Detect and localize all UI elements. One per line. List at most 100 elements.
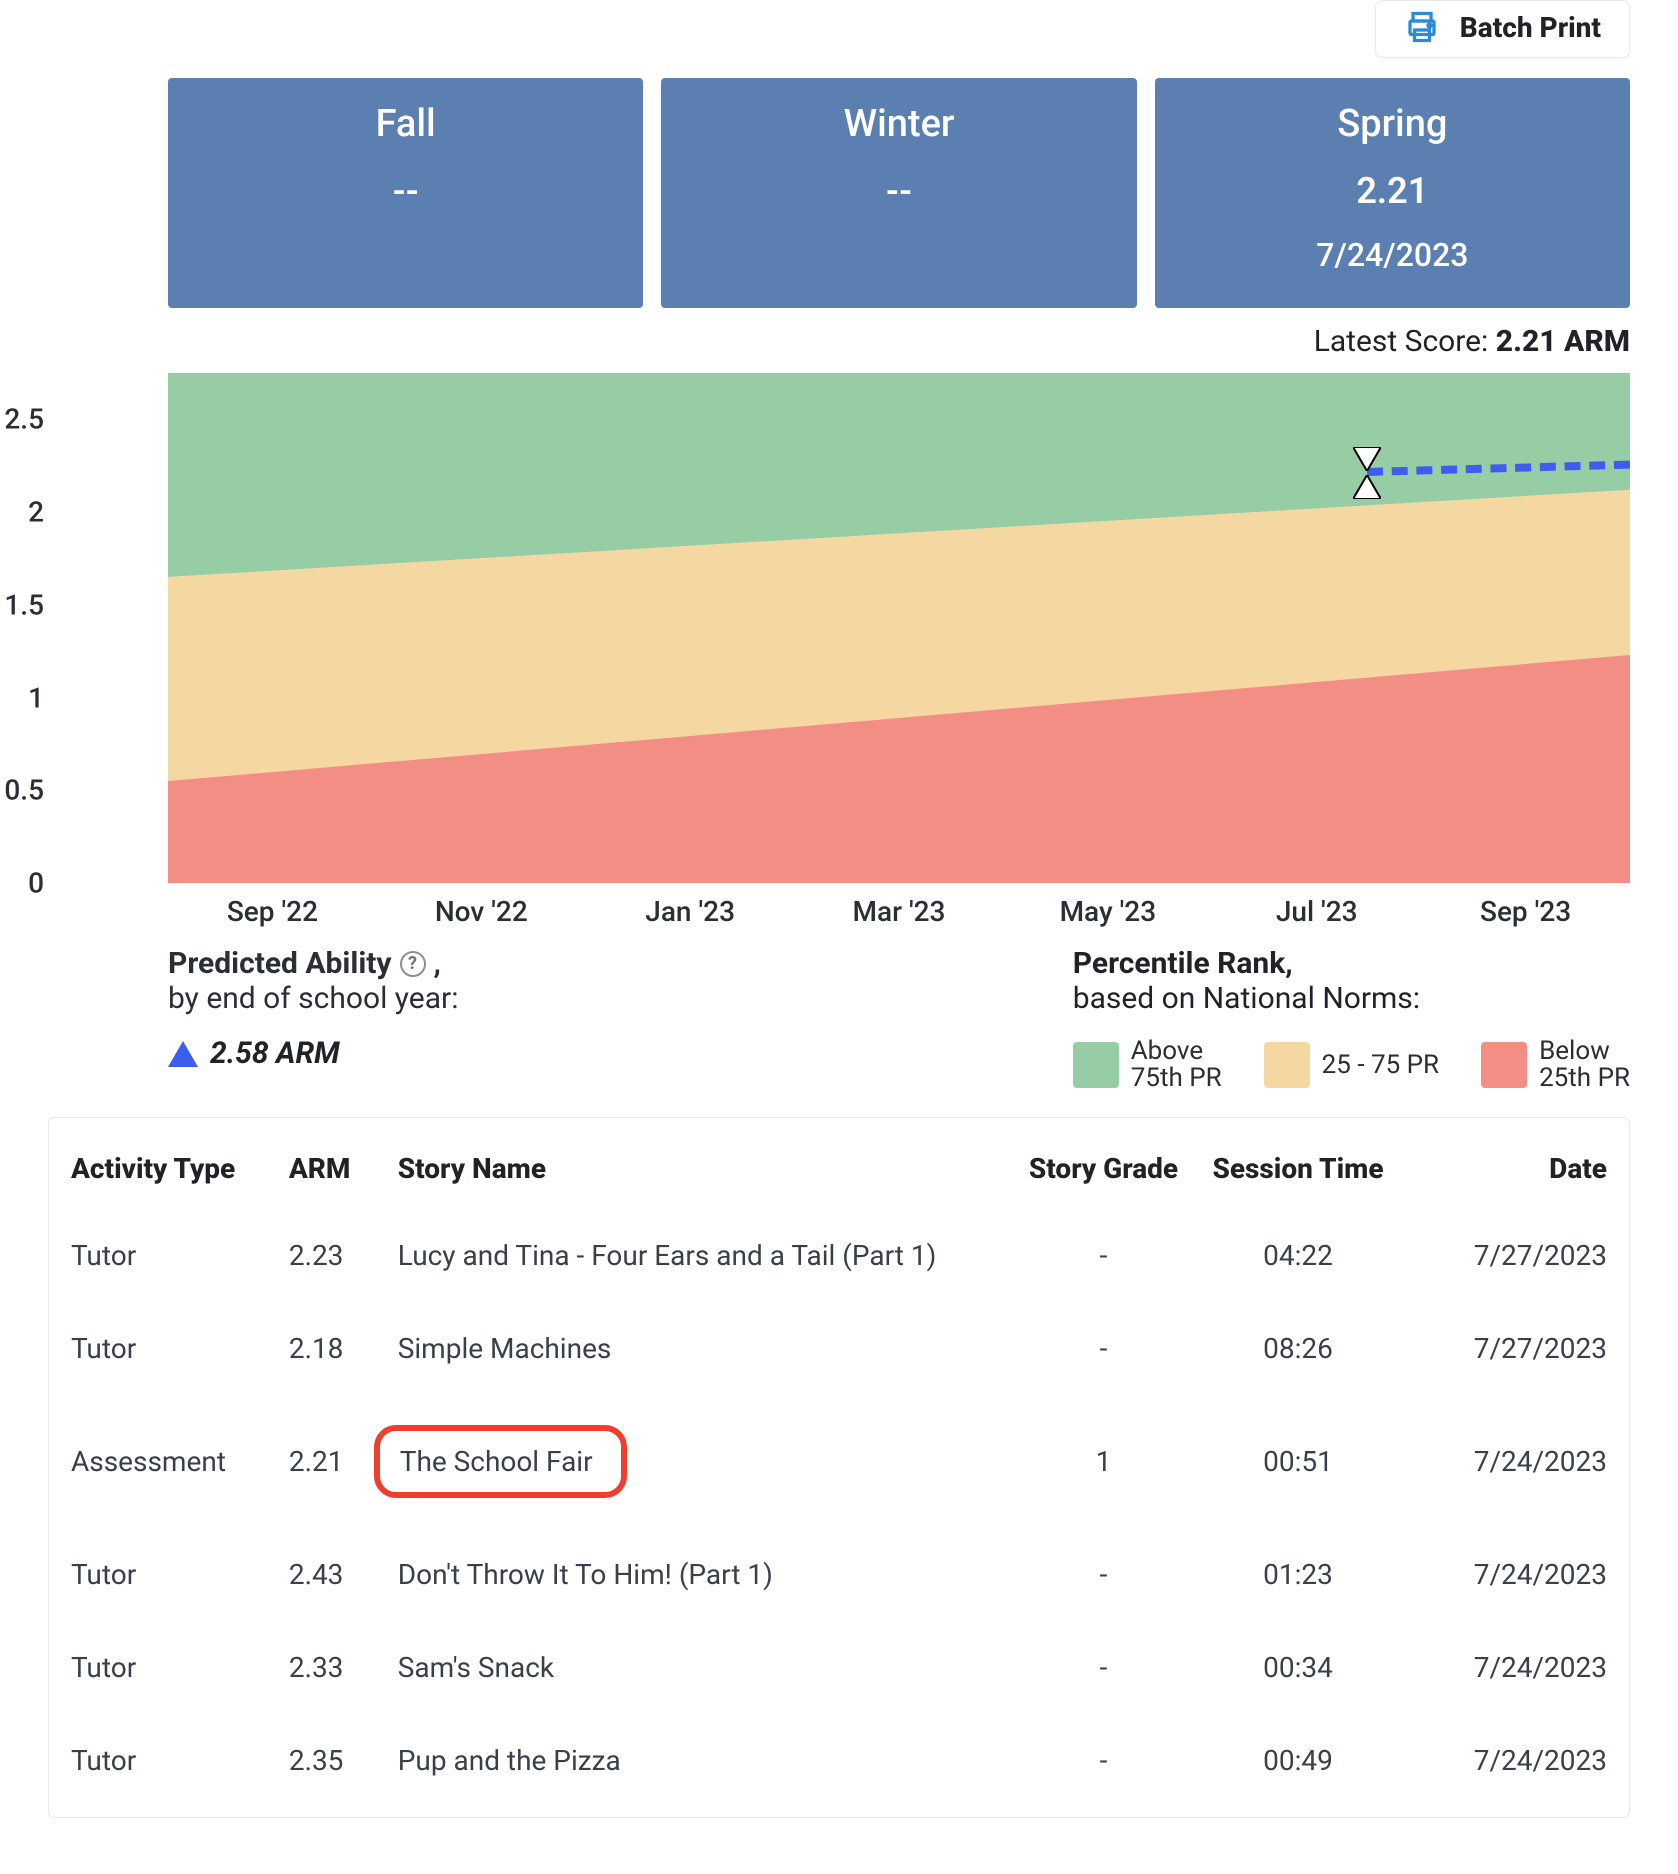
col-activity[interactable]: Activity Type xyxy=(61,1142,279,1209)
help-icon[interactable]: ? xyxy=(400,951,426,977)
y-tick: 0 xyxy=(28,867,44,900)
x-axis: Sep '22Nov '22Jan '23Mar '23May '23Jul '… xyxy=(168,883,1630,928)
cell-activity: Tutor xyxy=(61,1528,279,1621)
predicted-ability-title: Predicted Ability ? , xyxy=(168,946,441,981)
legend-text: Below25th PR xyxy=(1539,1038,1630,1093)
rank-title: Percentile Rank, xyxy=(1073,946,1630,981)
cell-date: 7/24/2023 xyxy=(1399,1395,1617,1528)
cell-grade: - xyxy=(1010,1209,1197,1302)
predicted-ability-label: Predicted Ability xyxy=(168,946,392,981)
season-score: -- xyxy=(886,170,912,212)
cell-time: 04:22 xyxy=(1197,1209,1399,1302)
legend-item: 25 - 75 PR xyxy=(1264,1042,1439,1088)
page-root: Batch Print Fall -- Winter -- Spring 2.2… xyxy=(0,0,1678,1874)
season-score: -- xyxy=(392,170,418,212)
predicted-comma: , xyxy=(434,946,441,981)
chart-bands xyxy=(168,373,1630,883)
cell-activity: Assessment xyxy=(61,1395,279,1528)
legend-swatch xyxy=(1073,1042,1119,1088)
season-name: Winter xyxy=(844,102,955,146)
y-axis: 2.521.510.50 xyxy=(0,373,44,928)
predicted-value-wrap: 2.58 ARM xyxy=(168,1036,340,1071)
x-tick: May '23 xyxy=(1003,895,1212,928)
season-spring[interactable]: Spring 2.21 7/24/2023 xyxy=(1155,78,1630,308)
table-row[interactable]: Tutor2.43Don't Throw It To Him! (Part 1)… xyxy=(61,1528,1617,1621)
season-fall[interactable]: Fall -- xyxy=(168,78,643,308)
printer-icon xyxy=(1404,9,1440,45)
season-tiles: Fall -- Winter -- Spring 2.21 7/24/2023 xyxy=(168,78,1630,308)
table-row[interactable]: Assessment2.21The School Fair100:517/24/… xyxy=(61,1395,1617,1528)
table-row[interactable]: Tutor2.23Lucy and Tina - Four Ears and a… xyxy=(61,1209,1617,1302)
x-tick: Mar '23 xyxy=(795,895,1004,928)
predicted-ability-sub: by end of school year: xyxy=(168,981,458,1016)
score-marker-down-icon xyxy=(1353,475,1381,499)
x-tick: Sep '22 xyxy=(168,895,377,928)
x-tick: Nov '22 xyxy=(377,895,586,928)
col-time[interactable]: Session Time xyxy=(1197,1142,1399,1209)
cell-time: 00:34 xyxy=(1197,1621,1399,1714)
cell-grade: - xyxy=(1010,1302,1197,1395)
y-tick: 2.5 xyxy=(4,403,44,436)
cell-date: 7/24/2023 xyxy=(1399,1621,1617,1714)
season-date: 7/24/2023 xyxy=(1316,236,1468,274)
cell-arm: 2.23 xyxy=(279,1209,388,1302)
cell-story: The School Fair xyxy=(388,1395,1010,1528)
cell-story: Pup and the Pizza xyxy=(388,1714,1010,1807)
cell-date: 7/24/2023 xyxy=(1399,1528,1617,1621)
legend: Predicted Ability ? , by end of school y… xyxy=(168,946,1630,1093)
rank-sub: based on National Norms: xyxy=(1073,981,1630,1016)
cell-grade: - xyxy=(1010,1528,1197,1621)
col-arm[interactable]: ARM xyxy=(279,1142,388,1209)
x-tick: Jan '23 xyxy=(586,895,795,928)
activity-table: Activity Type ARM Story Name Story Grade… xyxy=(61,1142,1617,1807)
cell-activity: Tutor xyxy=(61,1302,279,1395)
x-tick: Jul '23 xyxy=(1212,895,1421,928)
cell-arm: 2.21 xyxy=(279,1395,388,1528)
legend-swatch xyxy=(1481,1042,1527,1088)
legend-text: Above75th PR xyxy=(1131,1038,1222,1093)
season-score: 2.21 xyxy=(1356,170,1428,212)
cell-arm: 2.18 xyxy=(279,1302,388,1395)
x-tick: Sep '23 xyxy=(1421,895,1630,928)
cell-arm: 2.33 xyxy=(279,1621,388,1714)
cell-date: 7/27/2023 xyxy=(1399,1302,1617,1395)
legend-boxes: Above75th PR 25 - 75 PR Below25th PR xyxy=(1073,1038,1630,1093)
activity-table-card: Activity Type ARM Story Name Story Grade… xyxy=(48,1117,1630,1818)
batch-print-wrap: Batch Print xyxy=(48,0,1630,58)
col-date[interactable]: Date xyxy=(1399,1142,1617,1209)
table-row[interactable]: Tutor2.33Sam's Snack-00:347/24/2023 xyxy=(61,1621,1617,1714)
col-story[interactable]: Story Name xyxy=(388,1142,1010,1209)
y-tick: 0.5 xyxy=(4,774,44,807)
cell-arm: 2.43 xyxy=(279,1528,388,1621)
season-winter[interactable]: Winter -- xyxy=(661,78,1136,308)
legend-item: Above75th PR xyxy=(1073,1038,1222,1093)
legend-rank: Percentile Rank, based on National Norms… xyxy=(1073,946,1630,1093)
latest-score-value: 2.21 ARM xyxy=(1496,324,1630,359)
predicted-value: 2.58 ARM xyxy=(210,1036,340,1071)
batch-print-button[interactable]: Batch Print xyxy=(1375,0,1630,58)
cell-date: 7/24/2023 xyxy=(1399,1714,1617,1807)
cell-time: 08:26 xyxy=(1197,1302,1399,1395)
up-triangle-icon xyxy=(168,1041,198,1067)
cell-time: 00:51 xyxy=(1197,1395,1399,1528)
cell-story: Simple Machines xyxy=(388,1302,1010,1395)
cell-grade: - xyxy=(1010,1621,1197,1714)
table-row[interactable]: Tutor2.35Pup and the Pizza-00:497/24/202… xyxy=(61,1714,1617,1807)
highlight-box: The School Fair xyxy=(374,1425,627,1498)
arm-chart[interactable] xyxy=(168,373,1630,883)
legend-predicted: Predicted Ability ? , by end of school y… xyxy=(168,946,458,1093)
batch-print-label: Batch Print xyxy=(1460,11,1601,44)
season-name: Fall xyxy=(376,102,436,146)
legend-text: 25 - 75 PR xyxy=(1322,1052,1439,1079)
table-row[interactable]: Tutor2.18Simple Machines-08:267/27/2023 xyxy=(61,1302,1617,1395)
latest-score-line: Latest Score: 2.21 ARM xyxy=(48,324,1630,359)
cell-grade: 1 xyxy=(1010,1395,1197,1528)
cell-time: 01:23 xyxy=(1197,1528,1399,1621)
cell-story: Don't Throw It To Him! (Part 1) xyxy=(388,1528,1010,1621)
cell-time: 00:49 xyxy=(1197,1714,1399,1807)
cell-grade: - xyxy=(1010,1714,1197,1807)
legend-swatch xyxy=(1264,1042,1310,1088)
col-grade[interactable]: Story Grade xyxy=(1010,1142,1197,1209)
y-tick: 2 xyxy=(28,496,44,529)
score-marker-up-icon xyxy=(1353,447,1381,471)
